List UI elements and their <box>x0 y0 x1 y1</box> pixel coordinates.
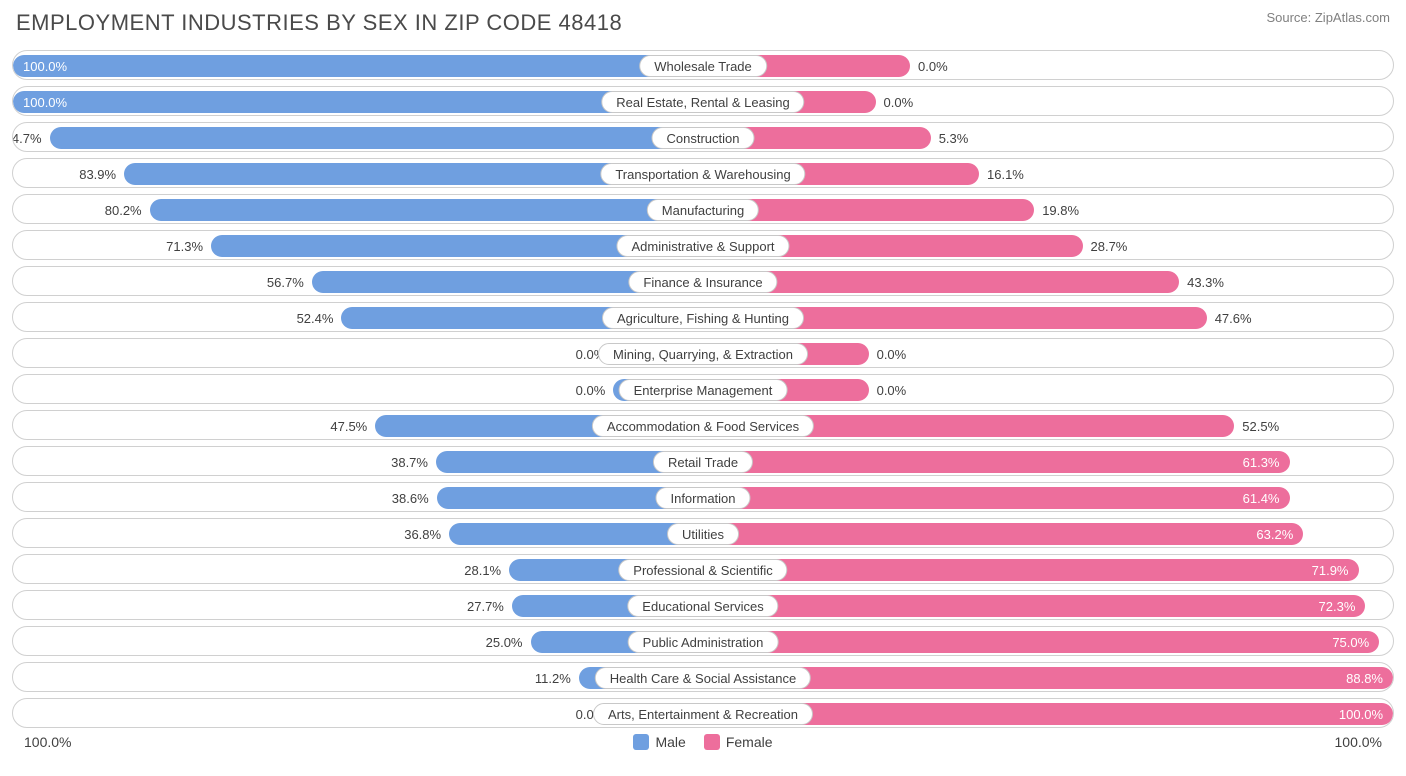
male-pct-label: 38.6% <box>357 483 437 512</box>
legend-label-male: Male <box>655 734 685 750</box>
male-bar <box>50 127 703 149</box>
legend-label-female: Female <box>726 734 773 750</box>
male-bar: 100.0% <box>13 55 703 77</box>
chart-row: 83.9% 16.1% Transportation & Warehousing <box>12 158 1394 188</box>
chart-row: 94.7% 5.3% Construction <box>12 122 1394 152</box>
chart-row: 27.7% 72.3%Educational Services <box>12 590 1394 620</box>
category-label: Accommodation & Food Services <box>592 415 814 437</box>
female-bar: 61.4% <box>703 487 1290 509</box>
category-label: Construction <box>652 127 755 149</box>
chart-footer: 100.0% Male Female 100.0% <box>12 734 1394 750</box>
chart-row: 25.0% 75.0%Public Administration <box>12 626 1394 656</box>
category-label: Administrative & Support <box>616 235 789 257</box>
category-label: Transportation & Warehousing <box>600 163 805 185</box>
male-pct-label: 83.9% <box>44 159 124 188</box>
chart-row: 36.8% 63.2%Utilities <box>12 518 1394 548</box>
chart-row: 71.3% 28.7% Administrative & Support <box>12 230 1394 260</box>
category-label: Finance & Insurance <box>628 271 777 293</box>
chart-row: 80.2% 19.8% Manufacturing <box>12 194 1394 224</box>
male-pct-label: 52.4% <box>261 303 341 332</box>
category-label: Enterprise Management <box>619 379 788 401</box>
chart-row: 11.2%88.8%Health Care & Social Assistanc… <box>12 662 1394 692</box>
female-pct-label: 5.3% <box>931 123 1011 152</box>
female-bar: 72.3% <box>703 595 1365 617</box>
male-bar: 100.0% <box>13 91 703 113</box>
category-label: Health Care & Social Assistance <box>595 667 811 689</box>
chart-row: 28.1% 71.9%Professional & Scientific <box>12 554 1394 584</box>
category-label: Information <box>655 487 750 509</box>
female-pct-label: 0.0% <box>869 375 949 404</box>
chart-row: 100.0% 0.0% Real Estate, Rental & Leasing <box>12 86 1394 116</box>
legend: Male Female <box>633 734 772 750</box>
male-bar <box>150 199 703 221</box>
chart-row: 0.0%0.0%Mining, Quarrying, & Extraction <box>12 338 1394 368</box>
category-label: Retail Trade <box>653 451 753 473</box>
female-pct-label: 19.8% <box>1034 195 1114 224</box>
male-pct-label: 28.1% <box>429 555 509 584</box>
female-bar: 71.9% <box>703 559 1359 581</box>
male-pct-label: 11.2% <box>499 663 579 692</box>
chart-row: 38.7% 61.3%Retail Trade <box>12 446 1394 476</box>
male-pct-label: 25.0% <box>451 627 531 656</box>
axis-left-label: 100.0% <box>24 734 71 750</box>
category-label: Manufacturing <box>647 199 759 221</box>
female-bar: 75.0% <box>703 631 1379 653</box>
category-label: Educational Services <box>627 595 778 617</box>
female-pct-label: 16.1% <box>979 159 1059 188</box>
female-pct-label: 0.0% <box>869 339 949 368</box>
chart-row: 56.7% 43.3% Finance & Insurance <box>12 266 1394 296</box>
male-pct-label: 94.7% <box>12 123 50 152</box>
chart-area: 100.0%0.0%Wholesale Trade100.0%0.0%Real … <box>12 50 1394 728</box>
male-pct-label: 71.3% <box>131 231 211 260</box>
chart-row: 52.4% 47.6% Agriculture, Fishing & Hunting <box>12 302 1394 332</box>
male-pct-label: 36.8% <box>369 519 449 548</box>
female-bar: 61.3% <box>703 451 1290 473</box>
category-label: Utilities <box>667 523 739 545</box>
male-pct-label: 38.7% <box>356 447 436 476</box>
male-pct-label: 0.0% <box>533 375 613 404</box>
female-pct-label: 43.3% <box>1179 267 1259 296</box>
female-pct-label: 0.0% <box>876 87 956 116</box>
source-label: Source: ZipAtlas.com <box>1266 10 1390 25</box>
chart-row: 0.0% 0.0% Enterprise Management <box>12 374 1394 404</box>
male-pct-label: 56.7% <box>232 267 312 296</box>
category-label: Mining, Quarrying, & Extraction <box>598 343 808 365</box>
chart-row: 0.0%100.0%Arts, Entertainment & Recreati… <box>12 698 1394 728</box>
legend-item-female: Female <box>704 734 773 750</box>
chart-row: 38.6% 61.4%Information <box>12 482 1394 512</box>
category-label: Professional & Scientific <box>618 559 787 581</box>
category-label: Real Estate, Rental & Leasing <box>601 91 804 113</box>
category-label: Arts, Entertainment & Recreation <box>593 703 813 725</box>
female-pct-label: 28.7% <box>1083 231 1163 260</box>
legend-item-male: Male <box>633 734 685 750</box>
female-pct-label: 52.5% <box>1234 411 1314 440</box>
female-bar: 63.2% <box>703 523 1303 545</box>
male-swatch <box>633 734 649 750</box>
female-pct-label: 0.0% <box>910 51 990 80</box>
chart-title: EMPLOYMENT INDUSTRIES BY SEX IN ZIP CODE… <box>16 10 622 36</box>
male-pct-label: 47.5% <box>295 411 375 440</box>
axis-right-label: 100.0% <box>1335 734 1382 750</box>
male-bar <box>449 523 703 545</box>
category-label: Wholesale Trade <box>639 55 767 77</box>
category-label: Public Administration <box>628 631 779 653</box>
category-label: Agriculture, Fishing & Hunting <box>602 307 804 329</box>
chart-row: 47.5% 52.5% Accommodation & Food Services <box>12 410 1394 440</box>
female-pct-label: 47.6% <box>1207 303 1287 332</box>
male-pct-label: 80.2% <box>70 195 150 224</box>
male-pct-label: 27.7% <box>432 591 512 620</box>
female-swatch <box>704 734 720 750</box>
chart-row: 100.0% 0.0% Wholesale Trade <box>12 50 1394 80</box>
